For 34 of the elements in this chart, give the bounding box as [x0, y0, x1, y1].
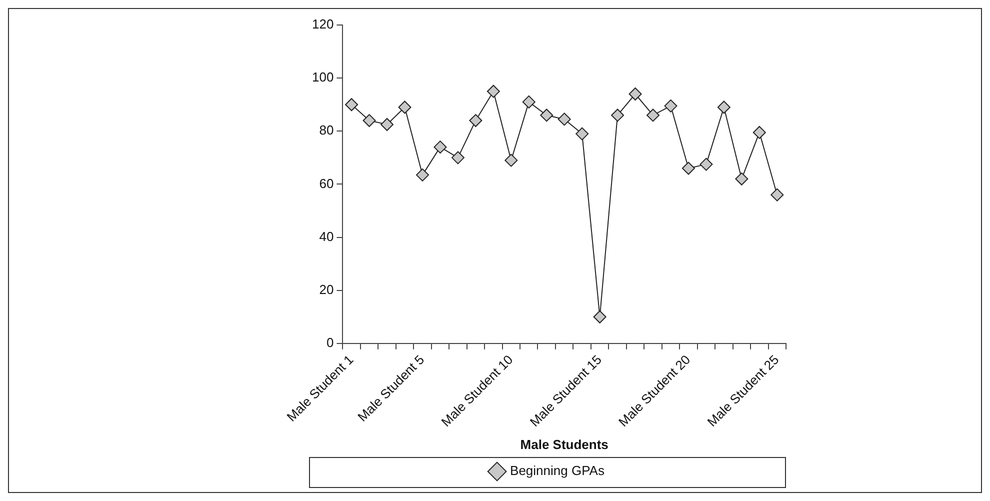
point [593, 310, 606, 324]
y-tick-label: 60 [319, 176, 334, 191]
y-tick-label: 120 [312, 16, 334, 32]
point [522, 95, 536, 108]
point [717, 100, 730, 114]
point [628, 87, 642, 100]
point [752, 126, 766, 139]
y-tick-label: 100 [312, 70, 334, 85]
point [576, 127, 589, 140]
point [504, 154, 518, 167]
point [611, 108, 624, 122]
y-tick-label: 80 [319, 122, 334, 138]
point [540, 108, 554, 122]
point [469, 114, 482, 128]
y-tick-label: 0 [326, 335, 334, 350]
point [700, 158, 713, 171]
point [362, 114, 376, 128]
point [735, 172, 748, 186]
point [434, 140, 447, 154]
point [646, 108, 660, 122]
point [451, 151, 464, 164]
point [682, 162, 695, 175]
point [345, 98, 358, 112]
point [770, 188, 784, 202]
point [416, 168, 429, 182]
x-axis-title: Male Students [520, 436, 608, 452]
point [558, 112, 571, 126]
y-tick-label: 40 [319, 228, 334, 244]
point [486, 84, 500, 98]
point [664, 99, 678, 112]
point [398, 100, 412, 114]
y-tick-label: 20 [319, 282, 334, 297]
point [380, 118, 394, 132]
legend-label: Beginning GPAs [510, 463, 605, 478]
